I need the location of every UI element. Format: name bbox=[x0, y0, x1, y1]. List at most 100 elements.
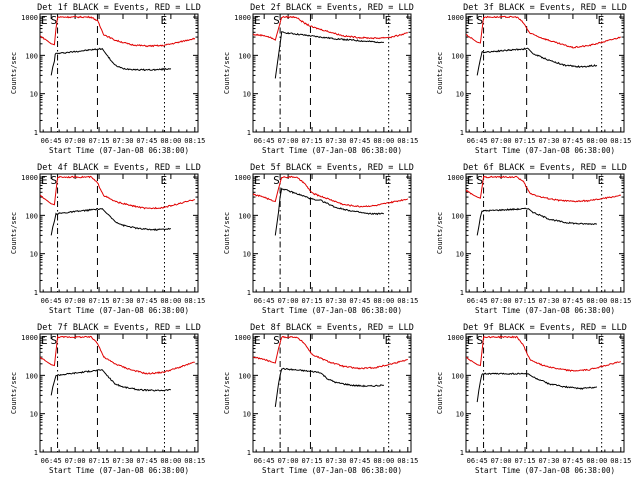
x-axis-label: Start Time (07-Jan-08 06:38:00) bbox=[262, 466, 402, 475]
y-tick-label: 10 bbox=[456, 411, 464, 419]
marker-label-e-end: E bbox=[598, 14, 605, 27]
panel-title: Det 5f BLACK = Events, RED = LLD bbox=[250, 163, 414, 173]
y-tick-label: 1000 bbox=[234, 334, 251, 342]
x-tick-label: 07:15 bbox=[302, 457, 323, 465]
x-axis-label: Start Time (07-Jan-08 06:38:00) bbox=[475, 146, 615, 155]
x-tick-label: 07:15 bbox=[515, 137, 536, 145]
marker-label-e-end: E bbox=[160, 334, 167, 347]
marker-label-e-start: E bbox=[41, 334, 48, 347]
x-tick-label: 07:00 bbox=[278, 137, 299, 145]
x-tick-label: 07:30 bbox=[112, 297, 133, 305]
y-tick-label: 1000 bbox=[447, 334, 464, 342]
series-line-lld bbox=[466, 335, 622, 372]
y-tick-label: 100 bbox=[451, 372, 464, 380]
x-tick-label: 07:15 bbox=[89, 137, 110, 145]
x-axis-label: Start Time (07-Jan-08 06:38:00) bbox=[49, 146, 189, 155]
series-line-lld bbox=[466, 175, 622, 203]
x-tick-label: 07:45 bbox=[562, 137, 583, 145]
x-tick-label: 07:45 bbox=[562, 457, 583, 465]
x-tick-label: 07:00 bbox=[278, 297, 299, 305]
x-tick-label: 07:15 bbox=[515, 457, 536, 465]
marker-label-e-end: E bbox=[385, 14, 392, 27]
marker-label-e-end: E bbox=[385, 334, 392, 347]
x-tick-label: 07:30 bbox=[325, 457, 346, 465]
y-tick-label: 10 bbox=[243, 411, 251, 419]
y-tick-label: 10 bbox=[456, 251, 464, 259]
x-axis-label: Start Time (07-Jan-08 06:38:00) bbox=[49, 466, 189, 475]
x-tick-label: 07:15 bbox=[302, 137, 323, 145]
series-line-lld bbox=[253, 335, 408, 370]
x-tick-label: 06:45 bbox=[41, 297, 62, 305]
x-tick-label: 06:45 bbox=[467, 457, 488, 465]
x-tick-label: 07:30 bbox=[112, 137, 133, 145]
y-tick-label: 1 bbox=[34, 289, 38, 297]
x-tick-label: 07:45 bbox=[349, 137, 370, 145]
panel-title: Det 4f BLACK = Events, RED = LLD bbox=[37, 163, 201, 173]
panel-title: Det 6f BLACK = Events, RED = LLD bbox=[463, 163, 627, 173]
x-tick-label: 07:45 bbox=[562, 297, 583, 305]
y-tick-label: 1000 bbox=[21, 14, 38, 22]
series-line-events bbox=[274, 187, 385, 236]
marker-label-s: S bbox=[273, 174, 280, 187]
series-line-lld bbox=[253, 15, 409, 41]
y-axis-label: Counts/sec bbox=[223, 212, 231, 254]
marker-label-e-start: E bbox=[254, 14, 261, 27]
x-tick-label: 08:00 bbox=[586, 297, 607, 305]
y-tick-label: 10 bbox=[456, 91, 464, 99]
x-tick-label: 07:15 bbox=[302, 297, 323, 305]
x-tick-label: 07:45 bbox=[349, 457, 370, 465]
y-axis-label: Counts/sec bbox=[10, 372, 18, 414]
y-tick-label: 100 bbox=[25, 212, 38, 220]
x-tick-label: 07:15 bbox=[515, 297, 536, 305]
x-tick-label: 07:45 bbox=[136, 137, 157, 145]
y-axis-label: Counts/sec bbox=[10, 212, 18, 254]
y-tick-label: 100 bbox=[25, 52, 38, 60]
detector-panel-7: Det 7f BLACK = Events, RED = LLD 1 10 100 10… bbox=[10, 323, 205, 475]
y-tick-label: 1 bbox=[247, 129, 251, 137]
panel-title: Det 7f BLACK = Events, RED = LLD bbox=[37, 323, 201, 333]
marker-label-s: S bbox=[477, 14, 484, 27]
plot-frame bbox=[252, 173, 412, 293]
x-tick-label: 06:45 bbox=[41, 137, 62, 145]
plot-frame bbox=[39, 333, 199, 453]
y-tick-label: 1 bbox=[34, 449, 38, 457]
x-tick-label: 08:00 bbox=[373, 297, 394, 305]
series-line-events bbox=[476, 207, 598, 236]
y-tick-label: 1000 bbox=[447, 14, 464, 22]
marker-label-e-end: E bbox=[160, 14, 167, 27]
plot-frame bbox=[252, 13, 412, 133]
marker-label-e-end: E bbox=[598, 174, 605, 187]
y-tick-label: 1 bbox=[247, 449, 251, 457]
plot-frame bbox=[465, 13, 625, 133]
x-tick-label: 06:45 bbox=[467, 137, 488, 145]
x-tick-label: 08:00 bbox=[160, 137, 181, 145]
x-tick-label: 07:00 bbox=[65, 297, 86, 305]
y-tick-label: 100 bbox=[451, 212, 464, 220]
x-tick-label: 08:00 bbox=[160, 457, 181, 465]
x-tick-label: 08:15 bbox=[610, 457, 631, 465]
panel-title: Det 3f BLACK = Events, RED = LLD bbox=[463, 3, 627, 13]
x-tick-label: 07:00 bbox=[65, 137, 86, 145]
x-tick-label: 08:00 bbox=[373, 457, 394, 465]
x-axis-label: Start Time (07-Jan-08 06:38:00) bbox=[262, 306, 402, 315]
plot-frame bbox=[39, 13, 199, 133]
series-line-events bbox=[50, 47, 172, 76]
marker-label-e-start: E bbox=[254, 174, 261, 187]
marker-label-s: S bbox=[273, 14, 280, 27]
marker-label-e-start: E bbox=[467, 14, 474, 27]
x-tick-label: 07:00 bbox=[491, 297, 512, 305]
x-tick-label: 06:45 bbox=[467, 297, 488, 305]
x-tick-label: 07:00 bbox=[278, 457, 299, 465]
x-tick-label: 08:00 bbox=[373, 137, 394, 145]
x-tick-label: 08:15 bbox=[397, 137, 418, 145]
y-tick-label: 1000 bbox=[234, 174, 251, 182]
detector-panel-3: Det 3f BLACK = Events, RED = LLD 1 10 100 10… bbox=[436, 3, 631, 155]
marker-label-e-start: E bbox=[254, 334, 261, 347]
detector-panel-9: Det 9f BLACK = Events, RED = LLD 1 10 100 10… bbox=[436, 323, 631, 475]
x-tick-label: 08:00 bbox=[160, 297, 181, 305]
plot-frame bbox=[39, 173, 199, 293]
y-tick-label: 100 bbox=[238, 212, 251, 220]
y-tick-label: 1 bbox=[247, 289, 251, 297]
x-tick-label: 08:15 bbox=[610, 297, 631, 305]
x-tick-label: 06:45 bbox=[254, 297, 275, 305]
